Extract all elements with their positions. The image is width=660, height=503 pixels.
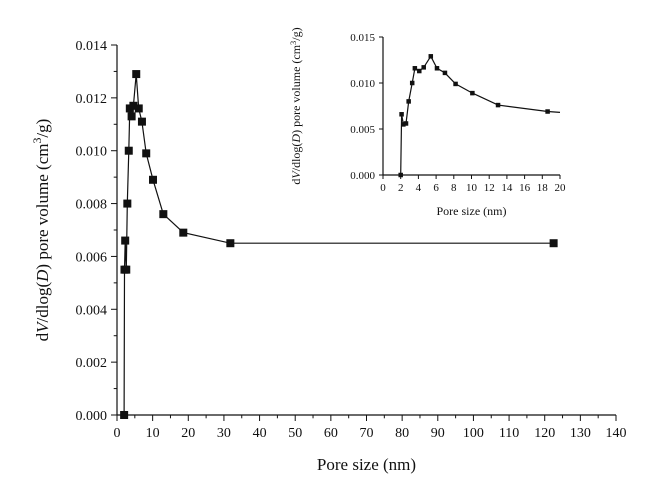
x-tick-label: 90 (431, 426, 445, 441)
y-tick-label: 0.012 (76, 92, 108, 107)
data-point (121, 236, 130, 245)
x-tick-label: 30 (217, 426, 231, 441)
x-tick-label: 8 (451, 182, 457, 194)
data-point (442, 70, 448, 76)
x-tick-label: 130 (570, 426, 591, 441)
y-tick-label: 0.000 (350, 170, 375, 182)
y-tick-label: 0.000 (76, 409, 108, 424)
x-tick-label: 110 (499, 426, 519, 441)
data-point (428, 54, 434, 59)
data-point (453, 81, 458, 87)
x-tick-label: 10 (146, 426, 160, 441)
data-point (421, 65, 426, 70)
x-tick-label: 0 (114, 426, 121, 441)
x-tick-label: 10 (466, 182, 478, 194)
x-tick-label: 12 (484, 182, 495, 194)
data-point (179, 228, 188, 237)
x-tick-label: 14 (501, 182, 513, 194)
data-point (123, 199, 132, 208)
y-tick-label: 0.015 (350, 32, 375, 44)
data-point (148, 175, 157, 184)
x-tick-label: 16 (519, 182, 531, 194)
data-point (159, 210, 168, 219)
data-point (545, 109, 550, 114)
data-point (406, 99, 411, 104)
x-tick-label: 80 (395, 426, 409, 441)
x-tick-label: 50 (288, 426, 302, 441)
y-tick-label: 0.006 (76, 250, 108, 265)
y-axis-label: dV/dlog(D) pore volume (cm3/g) (289, 27, 304, 184)
data-point (127, 112, 136, 121)
x-tick-label: 0 (380, 182, 386, 194)
data-point (226, 239, 235, 248)
data-point (409, 80, 415, 86)
x-tick-label: 140 (606, 426, 627, 441)
x-tick-label: 4 (416, 182, 422, 194)
x-tick-label: 18 (537, 182, 549, 194)
data-point (129, 101, 138, 110)
x-tick-label: 20 (555, 182, 567, 194)
y-axis-label: dV/dlog(D) pore volume (cm3/g) (30, 119, 52, 342)
data-point (122, 265, 131, 274)
data-point (470, 90, 475, 96)
data-point (495, 102, 501, 108)
series-line (123, 74, 554, 416)
y-tick-label: 0.008 (76, 198, 108, 213)
inset-chart: 0 2 4 6 8 10 12 14 16 18 20 0.000 0.005 0.010 0.015 Por… (289, 27, 567, 218)
x-tick-label: 120 (534, 426, 555, 441)
data-point (403, 121, 409, 126)
data-point (124, 146, 133, 155)
data-point (434, 66, 440, 71)
data-point (132, 70, 141, 79)
x-tick-label: 100 (463, 426, 484, 441)
data-point (399, 112, 404, 117)
x-tick-label: 60 (324, 426, 338, 441)
y-tick-label: 0.010 (350, 78, 375, 90)
x-axis-label: Pore size (nm) (437, 204, 507, 218)
x-tick-label: 6 (433, 182, 439, 194)
series-line (400, 55, 561, 176)
data-point (142, 149, 151, 158)
data-point (417, 68, 422, 74)
data-point (549, 239, 558, 248)
y-tick-label: 0.004 (76, 303, 108, 318)
x-tick-label: 40 (253, 426, 267, 441)
main-chart: 0 10 20 30 40 50 60 70 80 90 100 110 120 130 1400.0000… (30, 39, 627, 474)
data-point (120, 411, 129, 419)
x-tick-label: 70 (360, 426, 374, 441)
data-point (134, 104, 143, 113)
data-point (137, 117, 146, 126)
data-point (412, 66, 418, 71)
y-tick-label: 0.010 (76, 145, 108, 160)
x-tick-label: 2 (398, 182, 404, 194)
x-axis-label: Pore size (nm) (317, 455, 416, 474)
y-tick-label: 0.002 (76, 356, 108, 371)
data-point (401, 122, 406, 127)
data-point (398, 172, 403, 178)
y-tick-label: 0.005 (350, 124, 375, 136)
y-tick-label: 0.014 (76, 39, 108, 54)
x-tick-label: 20 (181, 426, 195, 441)
